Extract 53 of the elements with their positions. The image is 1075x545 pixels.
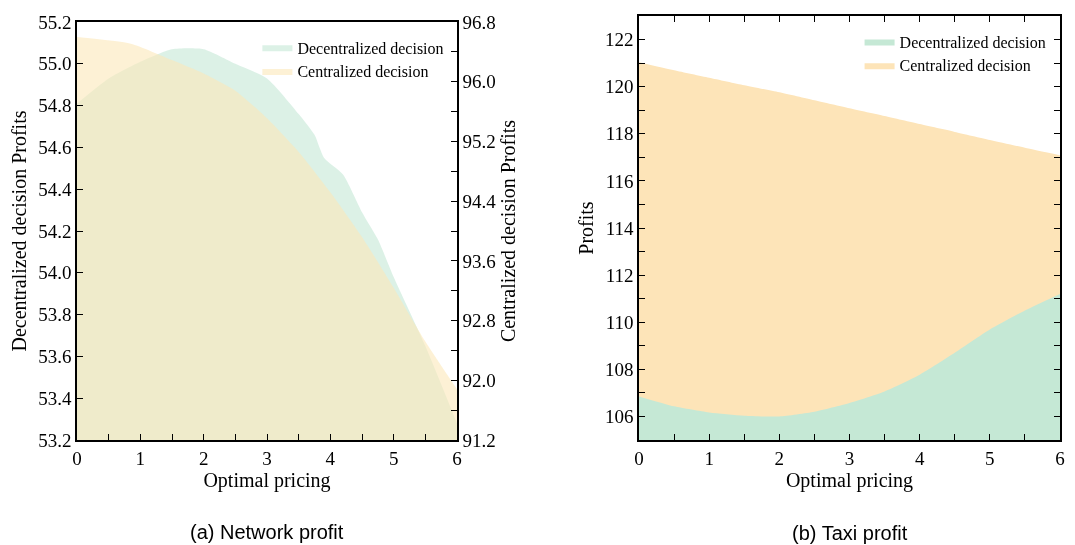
y2-tick-label: 94.4	[462, 190, 497, 212]
y-tick-label: 55.0	[38, 53, 72, 75]
y-tick-label: 53.8	[38, 304, 72, 326]
y2-tick-label: 92.8	[462, 310, 496, 332]
y-axis-title: Profits	[574, 201, 597, 255]
x-axis-title: Optimal pricing	[203, 468, 331, 492]
y2-tick-label: 93.6	[462, 250, 496, 272]
y-tick-label: 106	[604, 406, 634, 428]
x-tick-label: 0	[634, 447, 644, 469]
x-tick-label: 4	[914, 447, 925, 469]
y-tick-label: 110	[605, 311, 634, 333]
x-tick-label: 5	[985, 447, 995, 469]
y2-tick-label: 96.0	[462, 71, 496, 93]
y2-tick-label: 91.2	[462, 429, 496, 451]
y-tick-label: 108	[604, 358, 634, 380]
y-tick-label: 54.2	[38, 220, 72, 242]
x-axis-title: Optimal pricing	[785, 468, 914, 492]
y-tick-label: 114	[605, 217, 634, 239]
y-axis-title: Decentralized decision Profits	[8, 110, 31, 352]
y-tick-label: 122	[604, 29, 634, 51]
legend-label: Centralized decision	[899, 57, 1031, 75]
y-tick-label: 112	[605, 264, 634, 286]
y-tick-label: 54.4	[38, 178, 72, 200]
x-tick-label: 3	[262, 447, 272, 469]
x-tick-label: 3	[844, 447, 855, 469]
y-tick-label: 118	[605, 123, 634, 145]
y-tick-label: 54.6	[38, 137, 72, 159]
y2-axis-title: Centralized decision Profits	[497, 119, 520, 343]
y-tick-label: 53.6	[38, 346, 72, 368]
y-tick-label: 54.0	[38, 262, 72, 284]
x-tick-label: 2	[774, 447, 785, 469]
x-tick-label: 6	[452, 447, 462, 469]
y2-tick-label: 92.0	[462, 369, 496, 391]
x-tick-label: 1	[135, 447, 146, 469]
x-tick-label: 6	[1055, 447, 1065, 469]
x-tick-label: 0	[72, 447, 82, 469]
y2-tick-label: 95.2	[462, 131, 496, 153]
y2-tick-label: 96.8	[462, 11, 496, 33]
x-tick-label: 5	[388, 447, 399, 469]
legend-label: Centralized decision	[297, 63, 429, 81]
y-tick-label: 53.2	[38, 429, 72, 451]
legend-label: Decentralized decision	[297, 39, 444, 57]
x-tick-label: 4	[325, 447, 336, 469]
text: (b) Taxi profit	[792, 522, 908, 544]
x-tick-label: 1	[704, 447, 714, 469]
x-tick-label: 2	[198, 447, 209, 469]
legend-label: Decentralized decision	[899, 33, 1046, 51]
y-tick-label: 120	[604, 76, 634, 98]
y-tick-label: 116	[605, 170, 634, 192]
y-tick-label: 54.8	[38, 95, 72, 117]
text: (a) Network profit	[190, 521, 344, 543]
y-tick-label: 53.4	[38, 387, 72, 409]
y-tick-label: 55.2	[38, 11, 72, 33]
